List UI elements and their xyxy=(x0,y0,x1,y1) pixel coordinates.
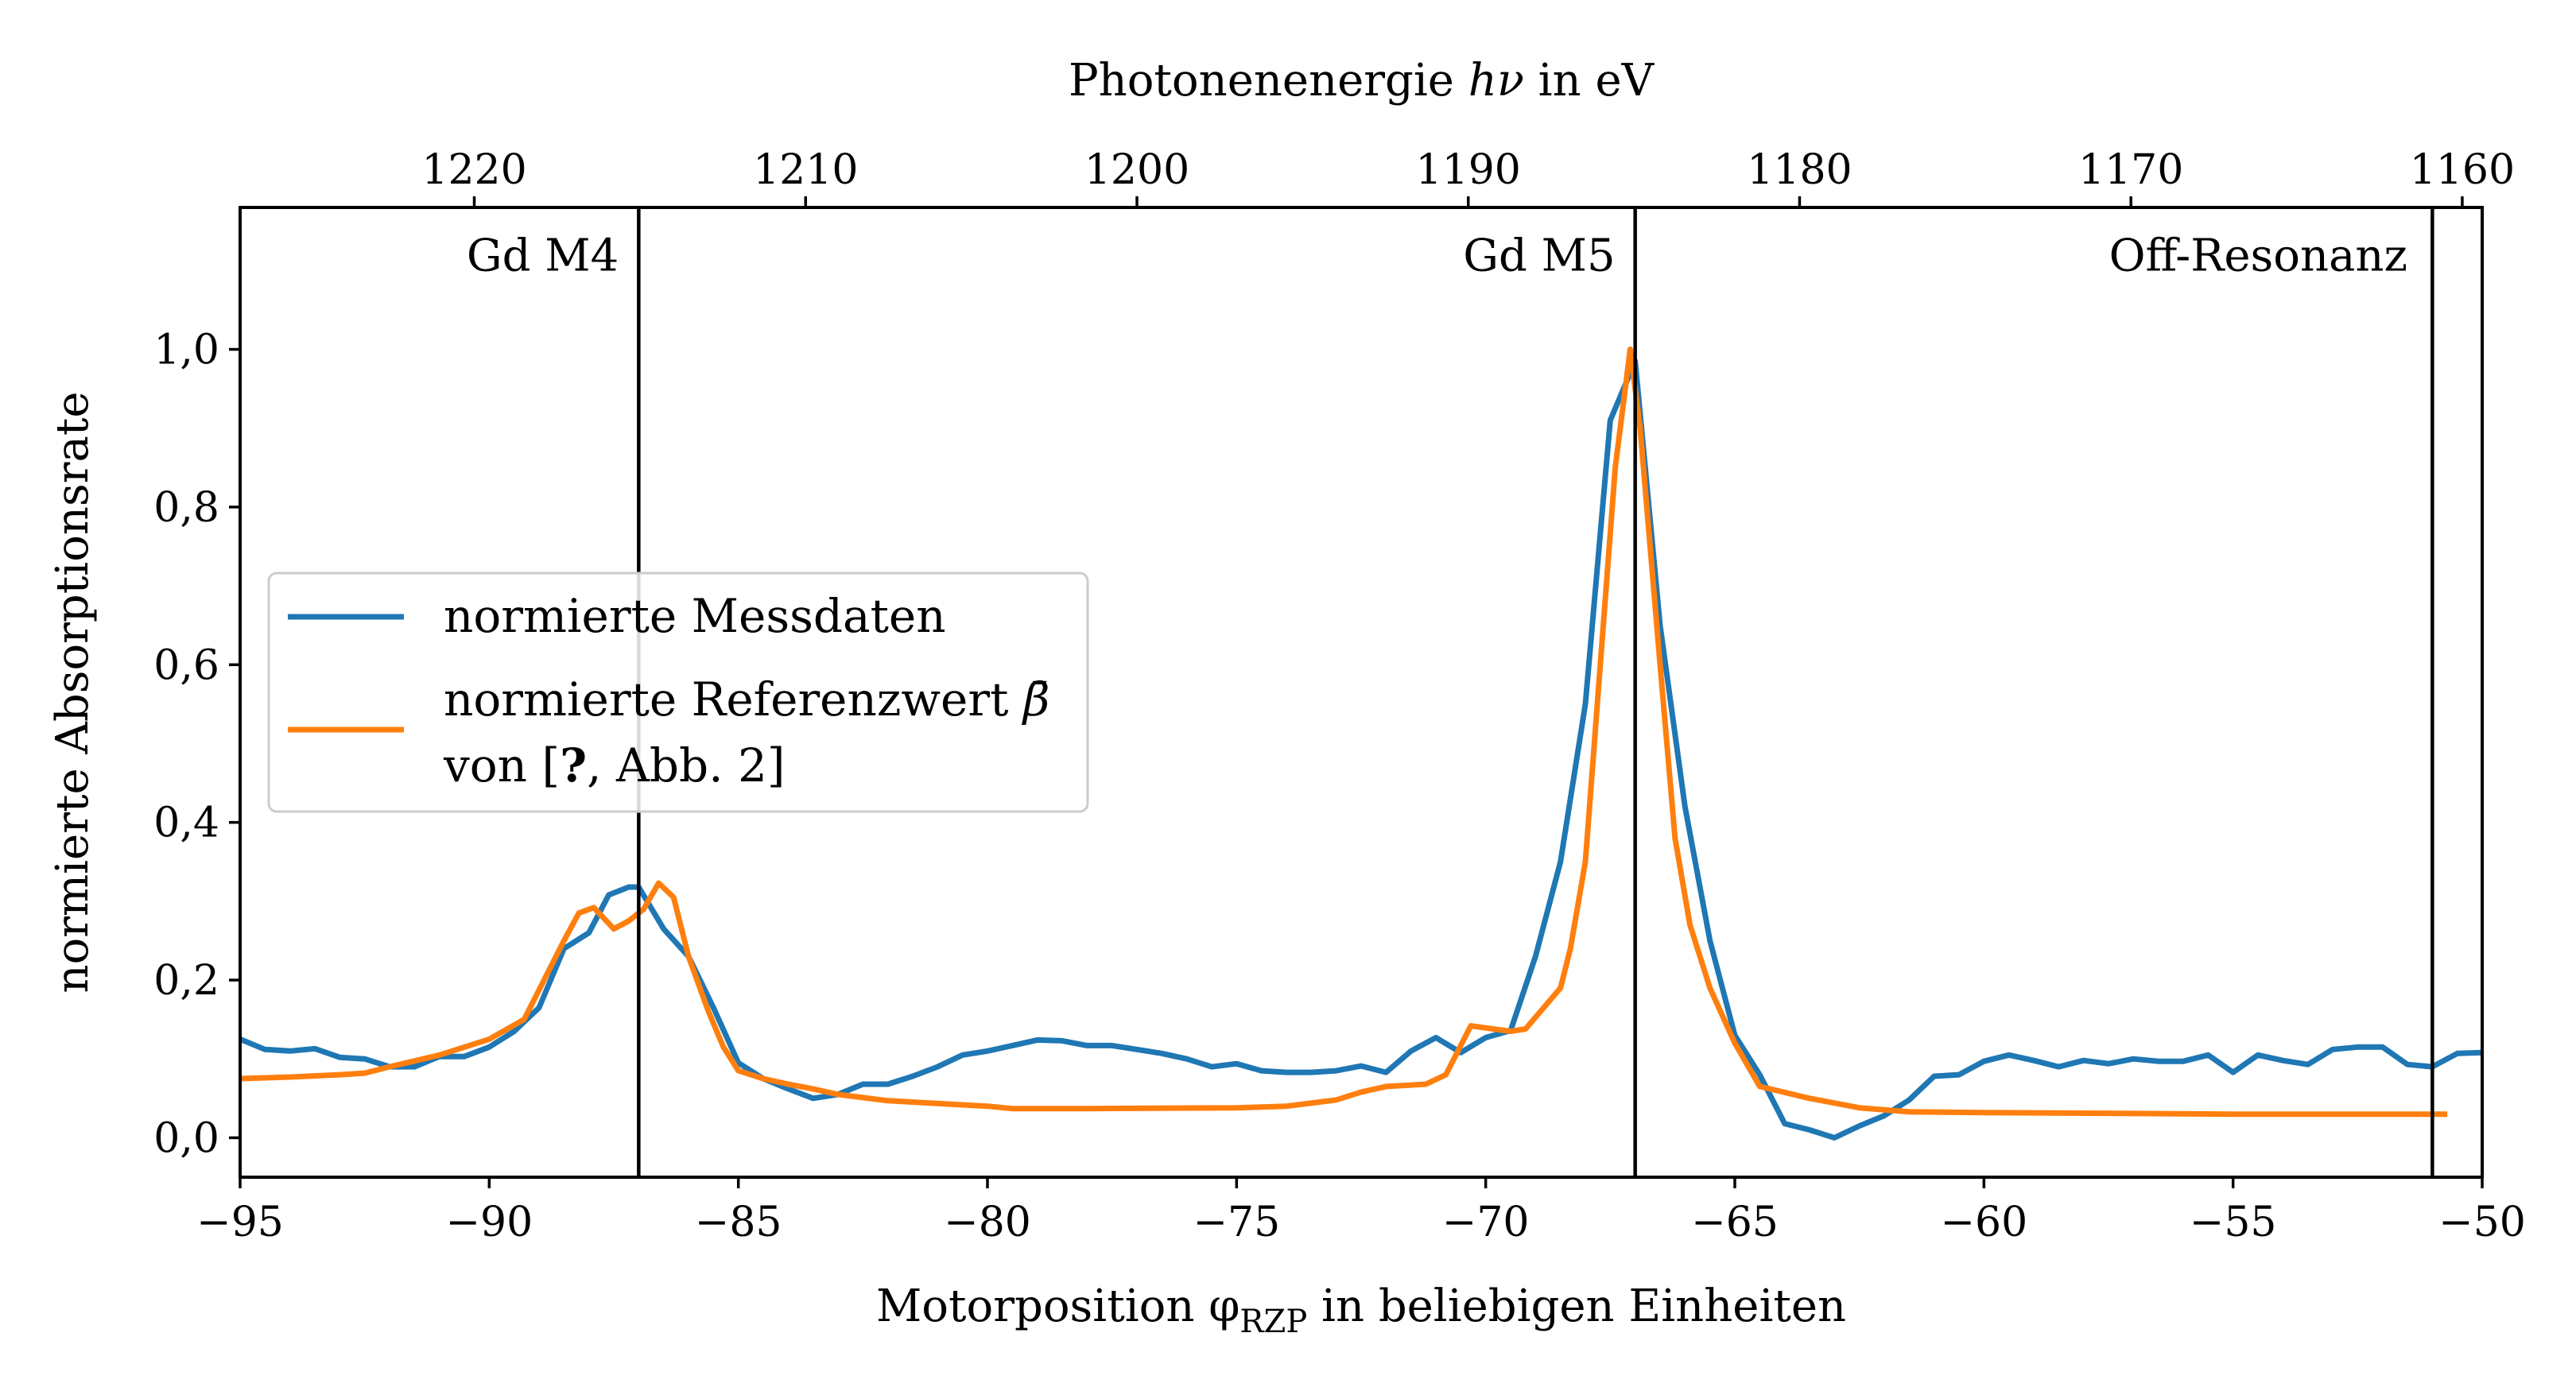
top-tick-label: 1170 xyxy=(2078,146,2183,194)
series-line-referenz xyxy=(240,347,2448,1118)
x-axis-label-tail: in beliebigen Einheiten xyxy=(1307,1281,1846,1332)
x-tick-label: −75 xyxy=(1193,1199,1280,1246)
y-tick-label: 0,4 xyxy=(153,800,219,847)
x-tick-label: −80 xyxy=(944,1199,1031,1246)
top-tick-label: 1190 xyxy=(1416,146,1521,194)
y-axis-label: normierte Absorptionsrate xyxy=(47,391,99,993)
x-axis-label: Motorposition φRZP in beliebigen Einheit… xyxy=(876,1281,1846,1340)
legend-referenz-source-post: , Abb. 2] xyxy=(587,738,785,792)
y-ticks: 0,0 0,2 0,4 0,6 0,8 1,0 xyxy=(153,327,240,1162)
top-x-axis-label-unit: in eV xyxy=(1524,55,1655,107)
legend-box xyxy=(267,572,1089,813)
x-tick-label: −70 xyxy=(1442,1199,1530,1246)
series-line-messdaten xyxy=(240,358,2482,1141)
top-tick-label: 1200 xyxy=(1084,146,1189,194)
x-tick-label: −85 xyxy=(695,1199,782,1246)
x-axis-label-subscript: RZP xyxy=(1240,1304,1307,1340)
top-x-axis-label: Photonenenergie hν in eV xyxy=(1069,55,1655,107)
legend: normierte Messdaten normierte Referenzwe… xyxy=(267,572,1089,813)
legend-label-messdaten: normierte Messdaten xyxy=(444,589,946,643)
legend-referenz-math: β̄ xyxy=(1022,672,1050,726)
annotation-label: Gd M4 xyxy=(467,231,619,282)
x-tick-label: −65 xyxy=(1691,1199,1779,1246)
legend-referenz-text: normierte Referenzwert xyxy=(444,672,1023,726)
top-tick-label: 1180 xyxy=(1747,146,1852,194)
top-x-axis-label-text: Photonenenergie xyxy=(1069,55,1468,107)
x-tick-label: −55 xyxy=(2190,1199,2277,1246)
plot-frame xyxy=(239,206,2484,1179)
y-tick-label: 0,6 xyxy=(153,641,219,689)
top-x-ticks: 1220 1210 1200 1190 1180 1170 1160 xyxy=(421,146,2515,207)
bottom-x-ticks: −95 −90 −85 −80 −75 −70 −65 −60 −55 −50 xyxy=(196,1177,2526,1246)
annotation-label: Gd M5 xyxy=(1463,231,1615,282)
legend-referenz-source-pre: von [ xyxy=(443,738,560,792)
y-tick-label: 0,0 xyxy=(153,1114,219,1162)
region-annotations: Gd M4 Gd M5 Off-Resonanz xyxy=(467,231,2407,282)
x-tick-label: −90 xyxy=(445,1199,533,1246)
legend-label-referenz-line1: normierte Referenzwert β̄ xyxy=(444,672,1049,726)
x-tick-label: −50 xyxy=(2438,1199,2526,1246)
top-tick-label: 1220 xyxy=(421,146,526,194)
x-axis-label-text: Motorposition φ xyxy=(876,1281,1240,1332)
y-tick-label: 0,2 xyxy=(153,957,219,1005)
x-tick-label: −95 xyxy=(196,1199,284,1246)
top-x-axis-label-math: hν xyxy=(1468,55,1524,107)
y-tick-label: 0,8 xyxy=(153,484,219,532)
annotation-label: Off-Resonanz xyxy=(2109,231,2407,282)
legend-referenz-source-bold: ? xyxy=(560,738,587,792)
y-tick-label: 1,0 xyxy=(153,327,219,374)
x-tick-label: −60 xyxy=(1940,1199,2027,1246)
series-layer xyxy=(240,347,2482,1141)
top-tick-label: 1210 xyxy=(753,146,858,194)
top-tick-label: 1160 xyxy=(2410,146,2515,194)
legend-label-referenz-line2: von [?, Abb. 2] xyxy=(443,738,786,792)
